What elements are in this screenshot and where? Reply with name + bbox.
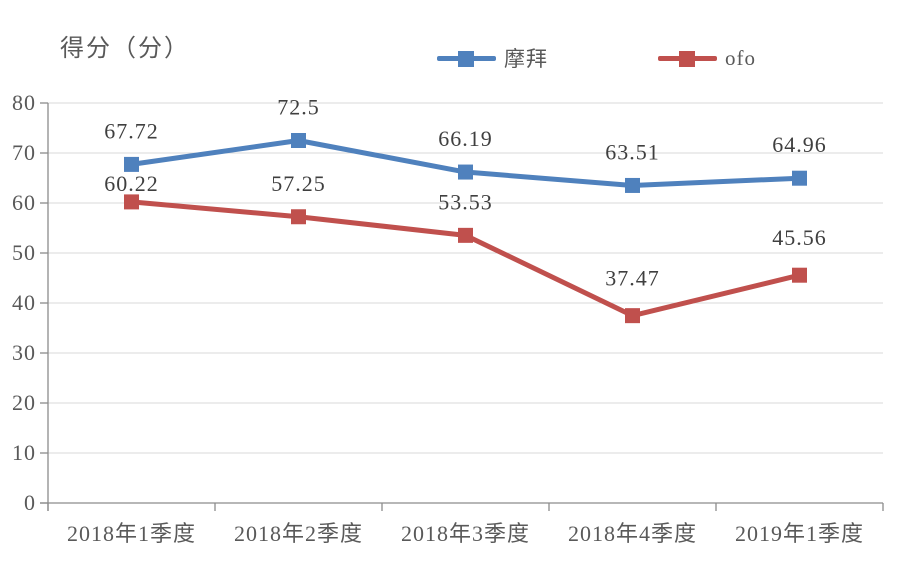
svg-text:2019年1季度: 2019年1季度 [735, 521, 864, 546]
legend-item-ofo: ofo [658, 44, 756, 72]
legend-label-ofo: ofo [725, 45, 756, 70]
svg-text:2018年2季度: 2018年2季度 [234, 521, 363, 546]
svg-text:45.56: 45.56 [772, 225, 827, 250]
svg-text:40: 40 [12, 290, 36, 315]
svg-text:37.47: 37.47 [605, 266, 660, 291]
svg-text:67.72: 67.72 [104, 118, 159, 143]
svg-text:80: 80 [12, 90, 36, 115]
legend-label-mobike: 摩拜 [504, 47, 548, 71]
svg-text:70: 70 [12, 140, 36, 165]
svg-text:63.51: 63.51 [605, 139, 660, 164]
legend-marker-ofo-icon [658, 44, 717, 72]
svg-text:60.22: 60.22 [104, 171, 159, 196]
svg-text:64.96: 64.96 [772, 132, 827, 157]
svg-text:53.53: 53.53 [438, 189, 493, 214]
chart-title: 得分（分） [60, 36, 190, 62]
svg-text:10: 10 [12, 440, 36, 465]
svg-text:66.19: 66.19 [438, 126, 493, 151]
svg-text:2018年4季度: 2018年4季度 [568, 521, 697, 546]
svg-text:0: 0 [24, 490, 36, 515]
svg-text:50: 50 [12, 240, 36, 265]
legend-item-mobike: 摩拜 [437, 44, 548, 72]
legend: 摩拜 ofo [0, 44, 898, 72]
svg-text:2018年1季度: 2018年1季度 [67, 521, 196, 546]
svg-text:72.5: 72.5 [277, 95, 320, 120]
svg-text:30: 30 [12, 340, 36, 365]
svg-text:60: 60 [12, 190, 36, 215]
svg-text:20: 20 [12, 390, 36, 415]
svg-text:57.25: 57.25 [271, 171, 326, 196]
legend-marker-mobike-icon [437, 44, 496, 72]
svg-text:2018年3季度: 2018年3季度 [401, 521, 530, 546]
